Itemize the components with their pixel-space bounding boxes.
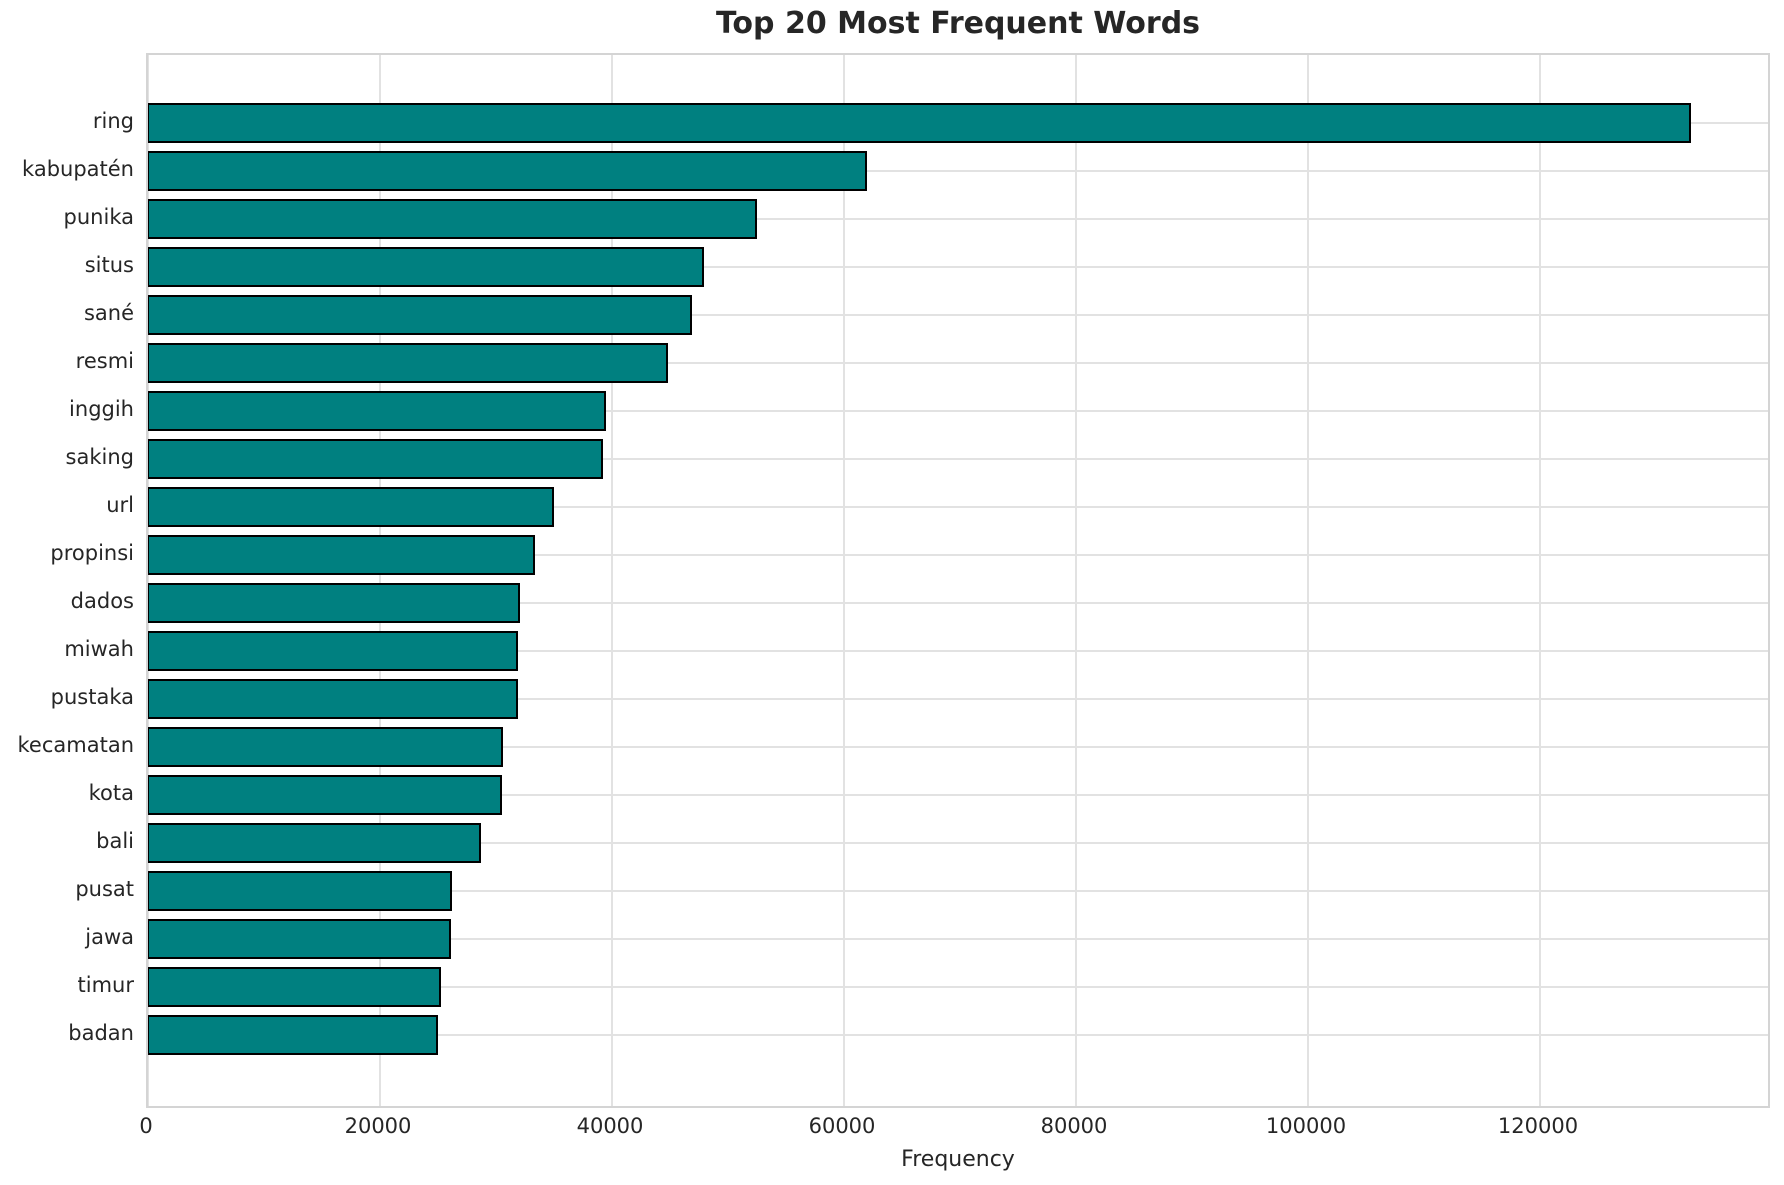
horizontal-gridline [148,170,1768,172]
bar-situs [148,247,704,287]
x-tick-label: 100000 [1265,1114,1347,1138]
bar-jawa [148,919,451,959]
bar-badan [148,1015,438,1055]
bar-inggih [148,391,607,431]
horizontal-gridline [148,890,1768,892]
vertical-gridline [1539,55,1541,1106]
x-tick-label: 80000 [1040,1114,1108,1138]
bar-miwah [148,631,519,671]
bar-sané [148,295,693,335]
bar-ring [148,103,1691,143]
y-tick-label-miwah: miwah [64,637,134,661]
bar-saking [148,439,603,479]
x-tick-label: 120000 [1497,1114,1579,1138]
x-tick-label: 0 [139,1114,153,1138]
horizontal-gridline [148,938,1768,940]
horizontal-gridline [148,506,1768,508]
plot-area [146,53,1770,1108]
horizontal-gridline [148,458,1768,460]
bar-bali [148,823,481,863]
bar-kota [148,775,502,815]
bar-resmi [148,343,668,383]
y-tick-label-situs: situs [84,253,134,277]
horizontal-gridline [148,794,1768,796]
y-tick-label-badan: badan [68,1021,134,1045]
y-tick-label-sané: sané [83,301,134,325]
chart-title: Top 20 Most Frequent Words [715,6,1201,41]
horizontal-gridline [148,602,1768,604]
y-tick-label-timur: timur [77,973,134,997]
horizontal-gridline [148,842,1768,844]
y-tick-label-resmi: resmi [75,349,134,373]
horizontal-gridline [148,410,1768,412]
y-tick-label-pustaka: pustaka [50,685,134,709]
bar-timur [148,967,442,1007]
horizontal-gridline [148,746,1768,748]
vertical-gridline [148,55,149,1106]
y-tick-label-saking: saking [65,445,134,469]
y-tick-label-jawa: jawa [85,925,134,949]
y-tick-label-ring: ring [92,109,134,133]
bar-pusat [148,871,452,911]
y-tick-label-kabupatén: kabupatén [22,157,134,181]
x-tick-label: 40000 [576,1114,644,1138]
horizontal-gridline [148,362,1768,364]
bar-punika [148,199,757,239]
horizontal-gridline [148,218,1768,220]
bar-kabupatén [148,151,868,191]
bar-kecamatan [148,727,503,767]
y-tick-label-pusat: pusat [75,877,134,901]
vertical-gridline [1307,55,1309,1106]
y-tick-label-kota: kota [88,781,134,805]
horizontal-gridline [148,554,1768,556]
horizontal-gridline [148,266,1768,268]
horizontal-gridline [148,314,1768,316]
horizontal-gridline [148,986,1768,988]
horizontal-gridline [148,698,1768,700]
bar-pustaka [148,679,519,719]
x-axis-label: Frequency [901,1147,1015,1172]
horizontal-gridline [148,650,1768,652]
x-tick-label: 20000 [344,1114,412,1138]
bar-url [148,487,554,527]
vertical-gridline [843,55,845,1106]
y-tick-label-punika: punika [63,205,134,229]
bar-dados [148,583,521,623]
horizontal-gridline [148,1034,1768,1036]
x-tick-label: 60000 [808,1114,876,1138]
y-tick-label-url: url [106,493,134,517]
vertical-gridline [1075,55,1077,1106]
vertical-gridline [379,55,381,1106]
y-tick-label-propinsi: propinsi [50,541,134,565]
y-tick-label-inggih: inggih [69,397,134,421]
y-tick-label-bali: bali [96,829,134,853]
vertical-gridline [611,55,613,1106]
y-tick-label-kecamatan: kecamatan [17,733,134,757]
y-tick-label-dados: dados [70,589,134,613]
bar-propinsi [148,535,536,575]
